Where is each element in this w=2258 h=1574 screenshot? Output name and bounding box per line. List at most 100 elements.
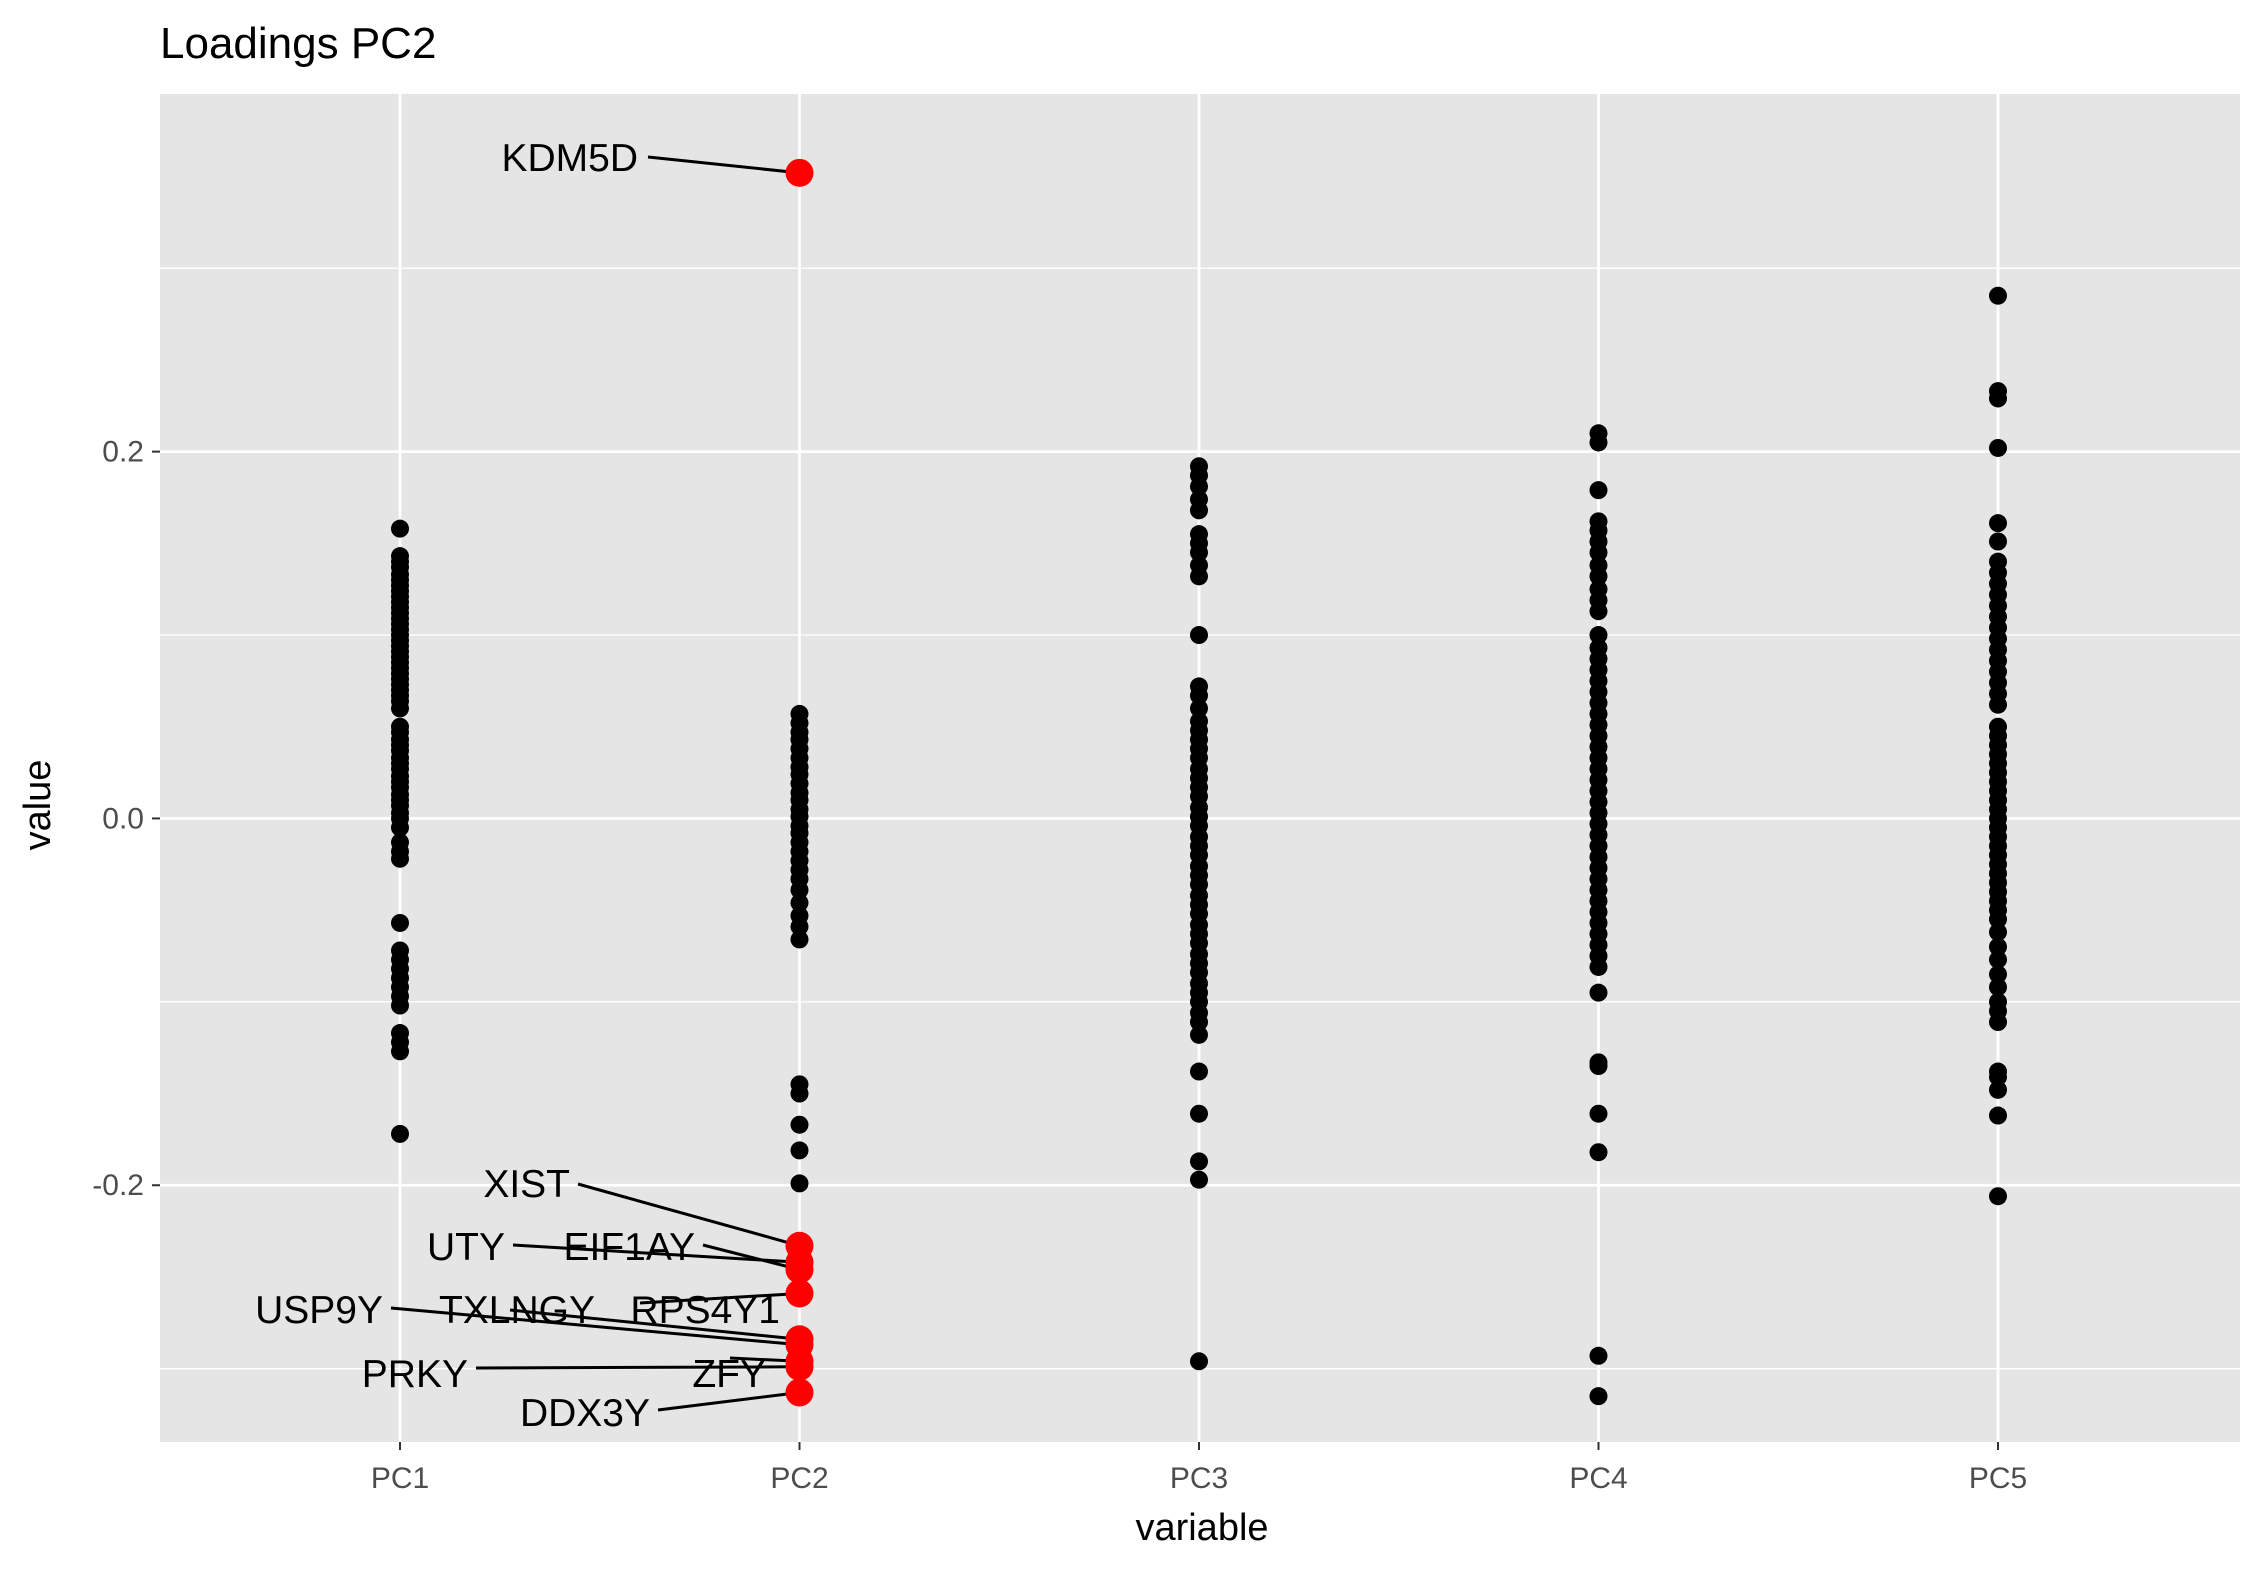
- data-point: [790, 893, 809, 912]
- data-point: [391, 913, 409, 932]
- data-point: [1989, 978, 2007, 997]
- x-axis: PC1 PC2 PC3 PC4 PC5: [371, 1442, 2027, 1495]
- data-point: [1989, 532, 2007, 551]
- data-point: [1190, 477, 1208, 496]
- data-point: [1589, 1057, 1608, 1076]
- data-point: [1989, 1106, 2007, 1125]
- point-label: RPS4Y1: [630, 1289, 780, 1332]
- data-point: [1989, 1013, 2007, 1032]
- data-point: [790, 1174, 809, 1193]
- data-point: [391, 1124, 409, 1143]
- data-point: [1190, 1025, 1208, 1044]
- y-tick-label: 0.0: [102, 802, 144, 835]
- data-point: [1989, 1080, 2007, 1099]
- x-tick-label: PC1: [371, 1462, 429, 1495]
- y-axis-title: value: [17, 760, 59, 851]
- data-point: [790, 917, 809, 936]
- data-point: [1589, 957, 1608, 976]
- label-connector: [702, 1243, 800, 1272]
- point-label: PRKY: [362, 1353, 468, 1396]
- data-point: [1190, 626, 1208, 645]
- x-tick-label: PC2: [770, 1462, 828, 1495]
- x-tick-label: PC3: [1170, 1462, 1228, 1495]
- data-point: [1190, 501, 1208, 520]
- point-label: KDM5D: [501, 137, 638, 180]
- data-point: [1989, 965, 2007, 984]
- data-point: [391, 1042, 409, 1061]
- data-point: [1589, 1346, 1608, 1365]
- data-point: [790, 880, 809, 899]
- data-point: [1989, 937, 2007, 956]
- data-point: [1989, 514, 2007, 533]
- data-point: [1190, 1152, 1208, 1171]
- data-point: [1989, 950, 2007, 969]
- data-point: [1589, 1143, 1608, 1162]
- data-point: [1589, 567, 1608, 586]
- data-point: [1589, 481, 1608, 500]
- data-point: [1989, 923, 2007, 942]
- x-tick-label: PC5: [1969, 1462, 2027, 1495]
- x-tick-label: PC4: [1569, 1462, 1627, 1495]
- data-point: [1589, 543, 1608, 562]
- data-point: [790, 1115, 809, 1134]
- highlighted-point: [785, 1378, 814, 1407]
- data-point: [1190, 1352, 1208, 1371]
- data-point: [790, 1084, 809, 1103]
- data-point: [790, 1141, 809, 1160]
- data-point: [1989, 1187, 2007, 1206]
- data-point: [1190, 1062, 1208, 1081]
- point-label: UTY: [427, 1226, 505, 1269]
- highlighted-point: [785, 1255, 814, 1284]
- highlighted-point: [785, 1279, 814, 1308]
- data-point: [391, 519, 409, 538]
- data-point: [1190, 699, 1208, 718]
- label-connector: [639, 1291, 800, 1305]
- data-point: [1589, 1387, 1608, 1406]
- data-point: [1190, 1013, 1208, 1032]
- data-point: [1589, 1104, 1608, 1123]
- data-point: [1589, 602, 1608, 621]
- data-point: [1589, 433, 1608, 452]
- label-connector: [475, 1365, 800, 1370]
- label-connector: [512, 1243, 800, 1264]
- point-label: ZFY: [692, 1353, 766, 1396]
- point-label: EIF1AY: [564, 1226, 696, 1269]
- highlighted-point: [785, 1352, 814, 1381]
- label-connector: [509, 1308, 800, 1341]
- y-tick-label: 0.2: [102, 436, 144, 469]
- chart-title: Loadings PC2: [160, 19, 436, 68]
- data-point: [391, 996, 409, 1015]
- x-axis-title: variable: [1135, 1507, 1268, 1549]
- data-point: [391, 699, 409, 718]
- label-connector: [647, 155, 800, 175]
- y-axis: -0.2 0.0 0.2: [92, 436, 160, 1202]
- data-point: [1190, 1104, 1208, 1123]
- data-point: [391, 818, 409, 837]
- data-point: [790, 930, 809, 949]
- point-label: USP9Y: [255, 1289, 383, 1332]
- point-label: DDX3Y: [520, 1392, 650, 1435]
- data-point: [1989, 910, 2007, 929]
- highlighted-points: [785, 158, 814, 1407]
- label-connector: [657, 1390, 800, 1412]
- data-point: [1190, 567, 1208, 586]
- data-point: [1190, 686, 1208, 705]
- point-labels: KDM5D XIST UTY EIF1AY RPS4Y1 TXLNGY USP9Y ZFY PR…: [255, 137, 780, 1435]
- data-point: [1989, 438, 2007, 457]
- data-points: [391, 286, 2007, 1406]
- data-point: [1989, 695, 2007, 714]
- data-point: [1190, 1170, 1208, 1189]
- data-point: [1589, 983, 1608, 1002]
- label-connector: [577, 1182, 800, 1248]
- data-point: [1989, 286, 2007, 305]
- y-tick-label: -0.2: [92, 1169, 144, 1202]
- data-point: [1589, 626, 1608, 645]
- point-label: XIST: [483, 1163, 570, 1206]
- data-point: [391, 849, 409, 868]
- highlighted-point: [785, 158, 814, 187]
- data-point: [1989, 389, 2007, 408]
- data-point: [1190, 543, 1208, 562]
- data-point: [1989, 1068, 2007, 1087]
